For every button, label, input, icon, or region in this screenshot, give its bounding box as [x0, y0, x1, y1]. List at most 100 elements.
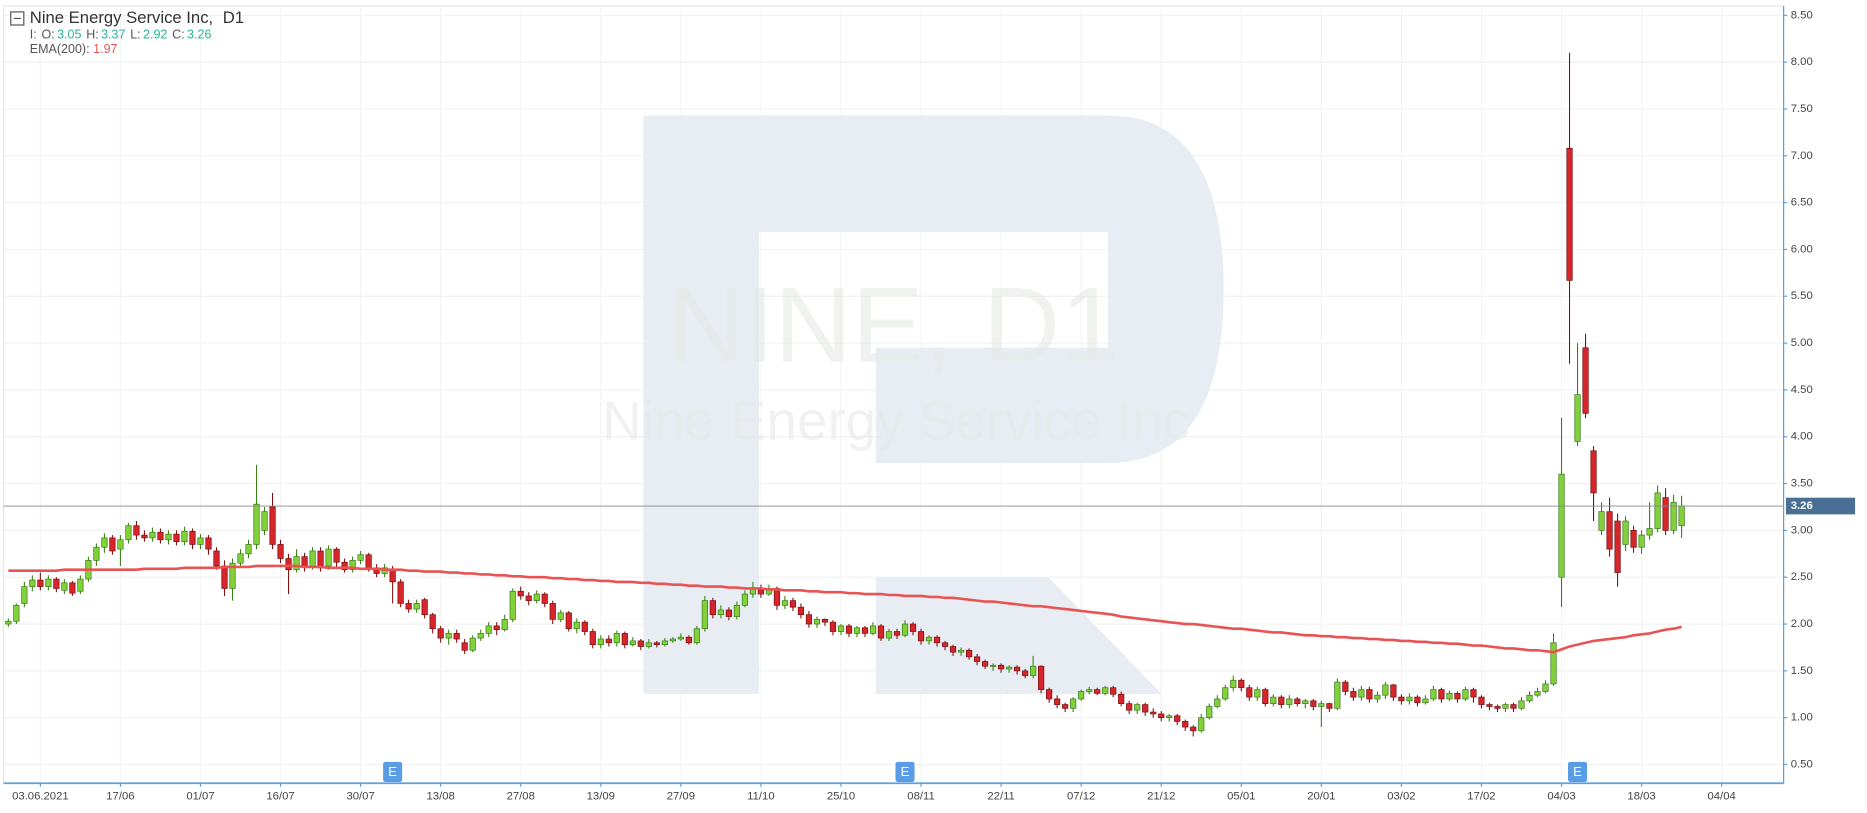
y-tick-label: 3.00 [1791, 524, 1813, 536]
ohlc-value: 3.26 [187, 28, 211, 42]
candle-body [341, 561, 348, 571]
candle-body [93, 546, 100, 561]
candle-body [261, 511, 268, 531]
candle-body [1334, 681, 1341, 709]
watermark-name: Nine Energy Service Inc [602, 389, 1190, 451]
candle-body [205, 537, 212, 550]
candle-body [213, 550, 220, 567]
candle-body [37, 579, 44, 587]
candle-body [1126, 703, 1133, 711]
candle-body [1110, 687, 1117, 695]
candle-body [413, 603, 420, 610]
candle-body [597, 638, 604, 645]
candle-body [245, 544, 252, 555]
x-tick-label: 07/12 [1067, 790, 1095, 802]
candle-body [13, 604, 20, 622]
candle-body [1470, 689, 1477, 698]
candle-body [1414, 696, 1421, 704]
candle-body [917, 631, 925, 642]
candle-body [1614, 520, 1621, 573]
candle-body [1150, 711, 1157, 715]
ema-value: 1.97 [93, 42, 117, 56]
candle-body [101, 537, 108, 548]
earnings-label: E [901, 764, 910, 779]
candle-body [1518, 700, 1525, 709]
candle-body [197, 537, 204, 545]
candle-body [997, 664, 1005, 670]
candle-body [589, 631, 596, 645]
candle-body [269, 506, 276, 545]
candle-body [1454, 692, 1461, 700]
candle-body [1534, 691, 1541, 696]
candle-body [461, 642, 468, 651]
y-tick-label: 2.00 [1791, 618, 1813, 630]
candle-body [1662, 497, 1669, 531]
candle-body [1246, 687, 1253, 698]
x-tick-label: 21/12 [1147, 790, 1175, 802]
candle-body [445, 633, 452, 639]
grid [3, 5, 1784, 784]
candle-body [1654, 492, 1661, 529]
candle-body [173, 533, 180, 542]
earnings-label: E [1573, 764, 1582, 779]
candle-body [157, 531, 164, 541]
candle-body [149, 531, 156, 539]
candle-body [325, 548, 332, 567]
candle-body [861, 627, 869, 634]
candle-body [733, 604, 740, 617]
candle-body [397, 581, 404, 604]
candle-body [125, 525, 132, 541]
x-tick-label: 03/02 [1387, 790, 1415, 802]
candle-body [1166, 715, 1173, 719]
candle-body [357, 554, 364, 561]
candle-body [277, 544, 284, 559]
candle-body [1422, 698, 1429, 704]
candle-body [1006, 666, 1013, 670]
ema-legend: EMA(200): 1.97 [30, 42, 118, 56]
candle-body [237, 553, 244, 564]
earnings-marker[interactable] [895, 761, 915, 783]
candle-body [1350, 691, 1357, 698]
earnings-marker[interactable] [1568, 761, 1588, 783]
candle-body [525, 595, 532, 601]
ema-label: EMA(200): [30, 42, 90, 56]
candle-body [1638, 534, 1645, 548]
earnings-label: E [388, 764, 397, 779]
candle-body [1254, 689, 1261, 698]
title-text: Nine Energy Service Inc, [30, 8, 213, 27]
candle-body [1310, 700, 1317, 707]
candle-body [1326, 703, 1333, 709]
candle-body [1030, 665, 1037, 676]
candle-body [1070, 698, 1077, 709]
candle-body [285, 558, 292, 571]
candle-body [1542, 683, 1549, 692]
candle-body [493, 625, 500, 631]
candle-body [293, 556, 300, 571]
candle-body [829, 621, 837, 632]
x-tick-label: 20/01 [1307, 790, 1335, 802]
candle-body [989, 664, 997, 667]
candle-body [189, 530, 196, 545]
candle-body [21, 586, 28, 604]
x-tick-label: 16/07 [266, 790, 294, 802]
candle-body [941, 642, 949, 647]
candle-body [693, 628, 700, 644]
candle-body [141, 534, 148, 539]
y-tick-label: 1.50 [1791, 665, 1813, 677]
candle-body [229, 562, 236, 589]
candle-body [781, 600, 789, 606]
ohlc-label: H: [86, 28, 99, 42]
candle-body [621, 633, 628, 645]
candle-body [301, 556, 308, 567]
candle-body [1174, 715, 1181, 722]
y-tick-label: 7.50 [1791, 103, 1813, 115]
candle-body [1046, 689, 1053, 700]
ohlc-legend: I: O: 3.05 H: 3.37 L: 2.92 C: 3.26 [30, 28, 212, 42]
candle-body [1670, 501, 1677, 531]
x-tick-label: 17/02 [1467, 790, 1495, 802]
earnings-marker[interactable] [383, 761, 403, 783]
candle-body [1302, 700, 1309, 704]
candle-body [1214, 698, 1221, 707]
candle-body [1342, 681, 1349, 692]
